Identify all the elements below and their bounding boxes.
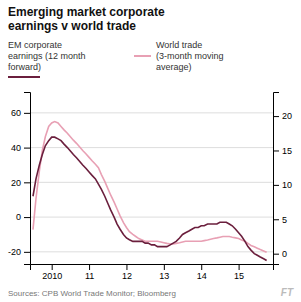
tick: 11 [85,264,94,281]
tick-mark [52,264,53,270]
grid-line [30,251,273,252]
lines [33,122,267,261]
axis-line [24,93,31,265]
tick: -20 [8,247,30,257]
tick-label: -20 [8,247,21,257]
tick: 0 [16,212,30,222]
tick: 5 [273,215,287,225]
legend-swatch [8,76,40,78]
legend-label: EM corporateearnings (12 monthforward) [8,40,86,72]
watermark: FT [281,287,294,298]
tick-mark [201,264,202,270]
tick-label: 20 [11,178,21,188]
tick-mark [89,264,90,270]
tick: 10 [273,180,292,190]
tick-mark [164,264,165,270]
legend-label-line: average) [156,62,192,72]
series-line [33,137,267,260]
axis-line [274,93,280,265]
tick-label: 10 [282,180,292,190]
tick-mark [273,116,279,117]
x-axis: 2010 11 12 13 14 15 [31,264,274,281]
chart: Emerging market corporateearnings v worl… [0,0,301,302]
y-axis: -20 0 20 40 60 [8,93,31,265]
tick-mark [24,217,30,218]
y2-axis: 0 5 10 15 20 [273,93,292,265]
tick-mark [273,219,279,220]
source: Sources: CPB World Trade Monitor; Bloomb… [8,289,176,298]
tick: 0 [273,249,287,259]
tick: 15 [273,146,292,156]
tick-label: 2010 [42,271,62,281]
tick-mark [273,185,279,186]
tick-label: 15 [282,146,292,156]
title: Emerging market corporateearnings v worl… [8,5,165,33]
tick-label: 5 [282,215,287,225]
tick-label: 13 [159,271,169,281]
legend-label-line: earnings (12 month [8,51,86,61]
grid-line [30,112,273,113]
legend-label: World trade(3-month movingaverage) [156,40,224,72]
series-line [33,122,267,253]
tick-mark [239,264,240,270]
tick: 12 [122,264,132,281]
tick-mark [126,264,127,270]
tick-mark [273,150,279,151]
tick: 14 [197,264,207,281]
tick: 13 [159,264,169,281]
tick: 20 [273,111,292,121]
tick-label: 14 [197,271,207,281]
tick-label: 15 [234,271,244,281]
tick-label: 60 [11,108,21,118]
tick: 60 [11,108,30,118]
tick: 15 [234,264,244,281]
axis-line [31,265,274,271]
tick-label: 12 [122,271,132,281]
tick-mark [273,254,279,255]
grid-line [30,217,273,218]
tick-label: 11 [85,271,94,281]
tick: 20 [11,178,30,188]
tick-label: 40 [11,143,21,153]
tick-label: 0 [282,249,287,259]
grid-line [30,182,273,183]
legend: EM corporateearnings (12 monthforward) Wo… [8,40,224,77]
legend-label-line: EM corporate [8,40,62,50]
legend-label-line: World trade [156,40,202,50]
legend-label-line: (3-month moving [156,51,224,61]
plot: 2010 11 12 13 14 15 -20 0 20 40 60 0 5 10 15 20 [8,93,292,282]
legend-label-line: forward) [8,62,41,72]
tick-mark [24,252,30,253]
tick-mark [24,148,30,149]
tick-mark [24,182,30,183]
title-line: earnings v world trade [8,19,136,33]
tick-label: 0 [16,212,21,222]
tick: 40 [11,143,30,153]
legend-swatch [134,55,151,57]
tick-label: 20 [282,111,292,121]
tick-mark [24,113,30,114]
title-line: Emerging market corporate [8,5,165,19]
tick: 2010 [42,264,62,281]
